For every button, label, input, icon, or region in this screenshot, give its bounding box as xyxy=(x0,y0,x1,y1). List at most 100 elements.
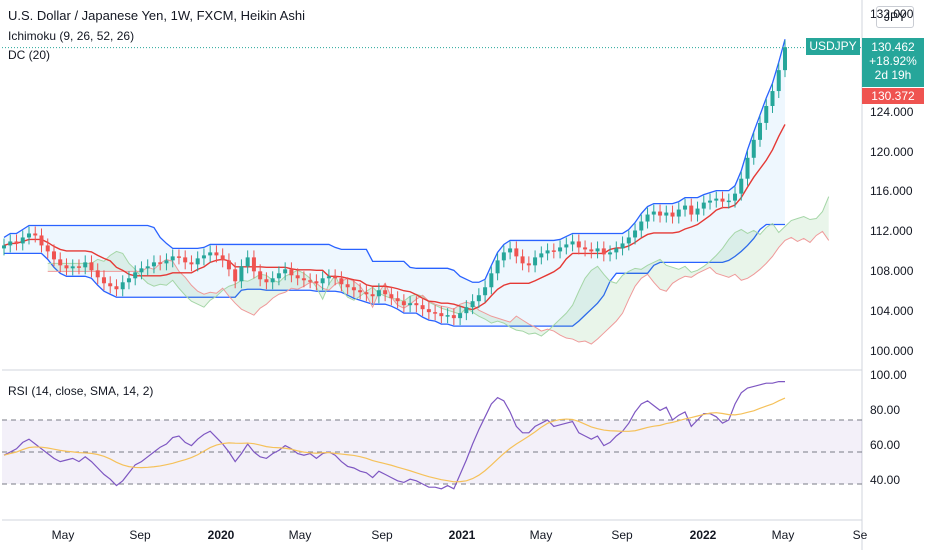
price-tick: 100.000 xyxy=(870,344,914,358)
candle-body xyxy=(508,248,513,253)
candle-body xyxy=(501,252,506,261)
candle-body xyxy=(108,283,113,287)
candle-body xyxy=(251,257,256,272)
rsi-legend[interactable]: RSI (14, close, SMA, 14, 2) xyxy=(8,384,154,398)
price-tick: 124.000 xyxy=(870,105,914,119)
candle-body xyxy=(95,270,100,278)
candle-body xyxy=(526,263,531,266)
candle-body xyxy=(39,235,44,246)
candle-body xyxy=(158,262,163,264)
candle-body xyxy=(664,212,669,216)
candle-body xyxy=(214,252,219,256)
candle-body xyxy=(14,241,19,244)
candle-body xyxy=(176,256,181,258)
candle-body xyxy=(301,278,306,281)
candle-body xyxy=(245,257,250,267)
price-tick: 116.000 xyxy=(870,184,913,198)
price-pane xyxy=(2,0,863,550)
candle-body xyxy=(326,276,331,279)
price-tick: 104.000 xyxy=(870,304,914,318)
ichimoku-cloud xyxy=(47,196,829,345)
candle-body xyxy=(676,209,681,217)
candle-body xyxy=(208,252,213,256)
candle-body xyxy=(564,244,569,248)
candle-body xyxy=(89,262,94,271)
rsi-tick: 60.00 xyxy=(870,438,901,452)
rsi-tick: 40.00 xyxy=(870,473,901,487)
candle-body xyxy=(83,262,88,268)
candle-body xyxy=(401,301,406,306)
rsi-band xyxy=(2,420,862,484)
candle-body xyxy=(639,221,644,231)
candle-body xyxy=(114,286,119,290)
candle-body xyxy=(533,257,538,266)
rsi-pane xyxy=(2,381,862,490)
rsi-line xyxy=(3,381,785,490)
candle-body xyxy=(633,230,638,238)
candle-body xyxy=(420,305,425,310)
candle-body xyxy=(276,273,281,279)
price-tick: 112.000 xyxy=(870,224,913,238)
time-label: May xyxy=(771,528,795,542)
currency-button[interactable]: JPY xyxy=(876,6,914,28)
candle-body xyxy=(270,278,275,283)
chart-title[interactable]: U.S. Dollar / Japanese Yen, 1W, FXCM, He… xyxy=(8,8,305,23)
time-label: 2020 xyxy=(207,528,235,542)
time-label: Sep xyxy=(371,528,393,542)
ichimoku-legend[interactable]: Ichimoku (9, 26, 52, 26) xyxy=(8,29,135,43)
candle-body xyxy=(614,248,619,253)
candle-body xyxy=(539,253,544,258)
time-label: May xyxy=(529,528,553,542)
candle-body xyxy=(720,198,725,202)
candle-body xyxy=(426,309,431,313)
candle-body xyxy=(414,303,419,306)
bar-countdown: 2d 19h xyxy=(874,68,912,82)
candle-body xyxy=(364,292,369,295)
ichimoku-span-a xyxy=(47,196,830,337)
candle-body xyxy=(70,266,75,269)
candle-body xyxy=(626,237,631,244)
candle-body xyxy=(520,256,525,264)
candle-body xyxy=(458,313,463,319)
rsi-tick: 80.00 xyxy=(870,403,901,417)
candle-body xyxy=(189,262,194,265)
candle-body xyxy=(51,251,56,260)
time-label: May xyxy=(288,528,312,542)
candle-body xyxy=(295,275,300,279)
candle-body xyxy=(120,282,125,290)
candle-body xyxy=(708,200,713,203)
candle-body xyxy=(258,271,263,280)
price-tick: 120.000 xyxy=(870,145,914,159)
time-label: Sep xyxy=(129,528,151,542)
candle-body xyxy=(358,290,363,293)
candle-body xyxy=(595,248,600,252)
donchian-lower-line xyxy=(4,223,785,327)
candle-body xyxy=(514,248,519,257)
price-tick: 132.000 xyxy=(870,7,914,21)
donchian-legend[interactable]: DC (20) xyxy=(8,48,51,62)
candle-body xyxy=(658,211,663,216)
candle-body xyxy=(464,307,469,314)
candle-body xyxy=(683,205,688,210)
candle-body xyxy=(576,241,581,248)
candle-body xyxy=(495,260,500,274)
candle-body xyxy=(283,269,288,274)
candle-body xyxy=(733,193,738,201)
candle-body xyxy=(289,269,294,276)
candle-body xyxy=(389,294,394,299)
candle-body xyxy=(20,237,25,244)
candle-body xyxy=(233,269,238,282)
candle-body xyxy=(76,266,81,268)
candle-body xyxy=(645,214,650,222)
candle-body xyxy=(64,265,69,269)
candle-body xyxy=(333,276,338,279)
candle-body xyxy=(483,287,488,296)
candle-body xyxy=(8,241,13,246)
candle-body xyxy=(726,200,731,203)
candle-body xyxy=(376,290,381,297)
rsi-ma-line xyxy=(3,397,786,483)
last-price: 130.462 xyxy=(871,40,915,54)
candle-body xyxy=(783,47,787,71)
ichimoku-span-b xyxy=(47,230,830,345)
